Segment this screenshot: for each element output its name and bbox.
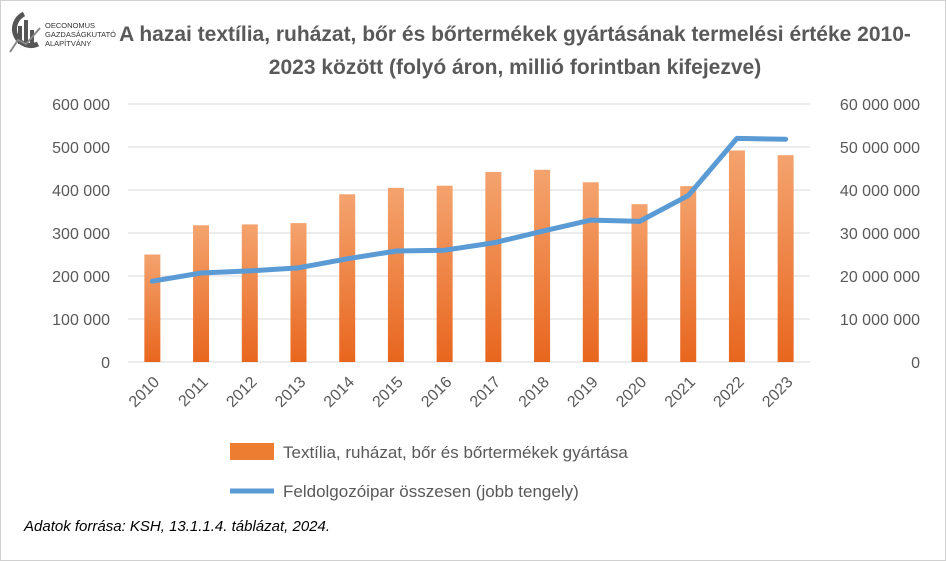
logo-line-3: ALAPÍTVÁNY [45,39,92,48]
x-tick-label: 2019 [564,374,601,411]
data-source-note: Adatok forrása: KSH, 13.1.1.4. táblázat,… [24,518,331,535]
bar [534,169,551,362]
x-tick-label: 2020 [613,374,650,411]
bar [339,194,356,362]
x-tick-label: 2022 [711,374,748,411]
y-right-tick-label: 30 000 000 [840,226,920,243]
logo-line-1: OECONOMUS [45,21,96,30]
x-tick-label: 2021 [662,374,699,411]
y-left-tick-label: 300 000 [52,226,110,243]
y-left-tick-label: 200 000 [52,269,110,286]
y-left-tick-label: 500 000 [52,140,110,157]
bar [485,171,502,362]
x-tick-label: 2011 [176,374,212,410]
bar [631,204,648,362]
y-left-tick-label: 400 000 [52,183,110,200]
legend-bar-swatch [230,443,274,460]
x-tick-label: 2016 [418,374,455,411]
y-right-tick-label: 40 000 000 [840,183,920,200]
y-right-tick-label: 60 000 000 [840,97,920,114]
bar [436,185,453,362]
x-tick-label: 2023 [759,374,796,411]
x-tick-label: 2014 [321,374,358,411]
bar [728,150,745,362]
bar [680,186,697,362]
x-tick-label: 2013 [272,374,309,411]
bar [582,182,599,362]
y-right-tick-label: 50 000 000 [840,140,920,157]
oeconomus-logo: OECONOMUS GAZDASÁGKUTATÓ ALAPÍTVÁNY [6,8,126,60]
bar [144,254,161,362]
y-left-tick-label: 0 [101,355,110,372]
logo-text: OECONOMUS GAZDASÁGKUTATÓ ALAPÍTVÁNY [45,21,116,48]
oeconomus-logo-icon [9,11,41,53]
bar [241,224,258,362]
logo-line-2: GAZDASÁGKUTATÓ [45,30,116,39]
y-right-tick-label: 20 000 000 [840,269,920,286]
bar [777,155,794,362]
y-left-tick-label: 100 000 [52,312,110,329]
x-tick-label: 2017 [467,374,504,411]
legend-bar-label: Textília, ruházat, bőr és bőrtermékek gy… [283,443,628,462]
x-tick-label: 2018 [516,374,553,411]
chart-title: A hazai textília, ruházat, bőr és bőrter… [119,23,911,79]
x-tick-label: 2010 [126,374,163,411]
x-tick-label: 2012 [223,374,260,411]
y-right-tick-label: 10 000 000 [840,312,920,329]
x-tick-label: 2015 [370,374,407,411]
bar [387,187,404,362]
bar [290,223,307,362]
y-right-tick-label: 0 [911,355,920,372]
line-series [149,135,789,284]
y-left-tick-label: 600 000 [52,97,110,114]
bar [193,225,210,362]
legend-line-label: Feldolgozóipar összesen (jobb tengely) [283,482,579,501]
